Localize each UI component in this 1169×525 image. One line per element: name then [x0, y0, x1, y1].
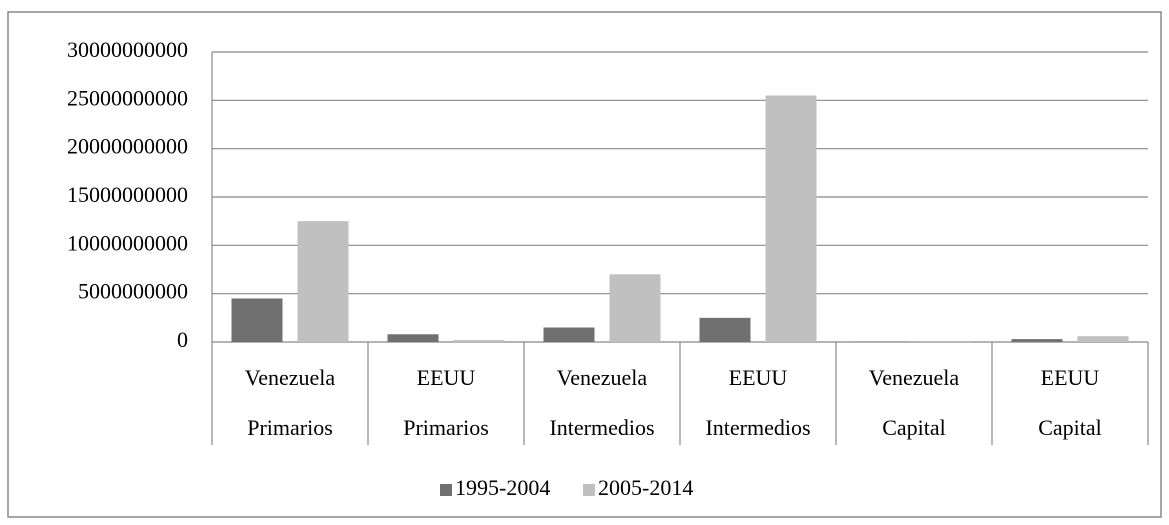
legend-swatch [583, 484, 595, 496]
bar [453, 340, 505, 342]
bar [1077, 336, 1129, 342]
y-tick-label: 30000000000 [67, 37, 188, 62]
x-tick-label: Intermedios [549, 415, 654, 440]
bar [297, 221, 349, 342]
chart-border [7, 11, 1162, 518]
y-tick-label: 15000000000 [67, 182, 188, 207]
bar [387, 334, 439, 342]
y-tick-label: 20000000000 [67, 134, 188, 159]
legend-label: 2005-2014 [598, 475, 693, 500]
x-tick-label: Intermedios [705, 415, 810, 440]
x-tick-label: Venezuela [245, 365, 336, 390]
bar [765, 95, 817, 342]
x-tick-label: EEUU [417, 365, 476, 390]
x-tick-label: Venezuela [869, 365, 960, 390]
y-tick-label: 0 [177, 327, 188, 352]
x-tick-label: Capital [882, 415, 946, 440]
y-tick-label: 5000000000 [78, 279, 188, 304]
legend-swatch [440, 484, 452, 496]
bar [1011, 339, 1063, 342]
x-tick-label: EEUU [1041, 365, 1100, 390]
y-tick-label: 25000000000 [67, 85, 188, 110]
bar [609, 274, 661, 342]
x-tick-label: Venezuela [557, 365, 648, 390]
bar [231, 298, 283, 342]
legend-label: 1995-2004 [455, 475, 550, 500]
y-tick-label: 10000000000 [67, 230, 188, 255]
x-tick-label: Primarios [403, 415, 489, 440]
x-tick-label: Capital [1038, 415, 1102, 440]
bar [543, 327, 595, 342]
x-tick-label: Primarios [247, 415, 333, 440]
bar [699, 317, 751, 342]
x-tick-label: EEUU [729, 365, 788, 390]
